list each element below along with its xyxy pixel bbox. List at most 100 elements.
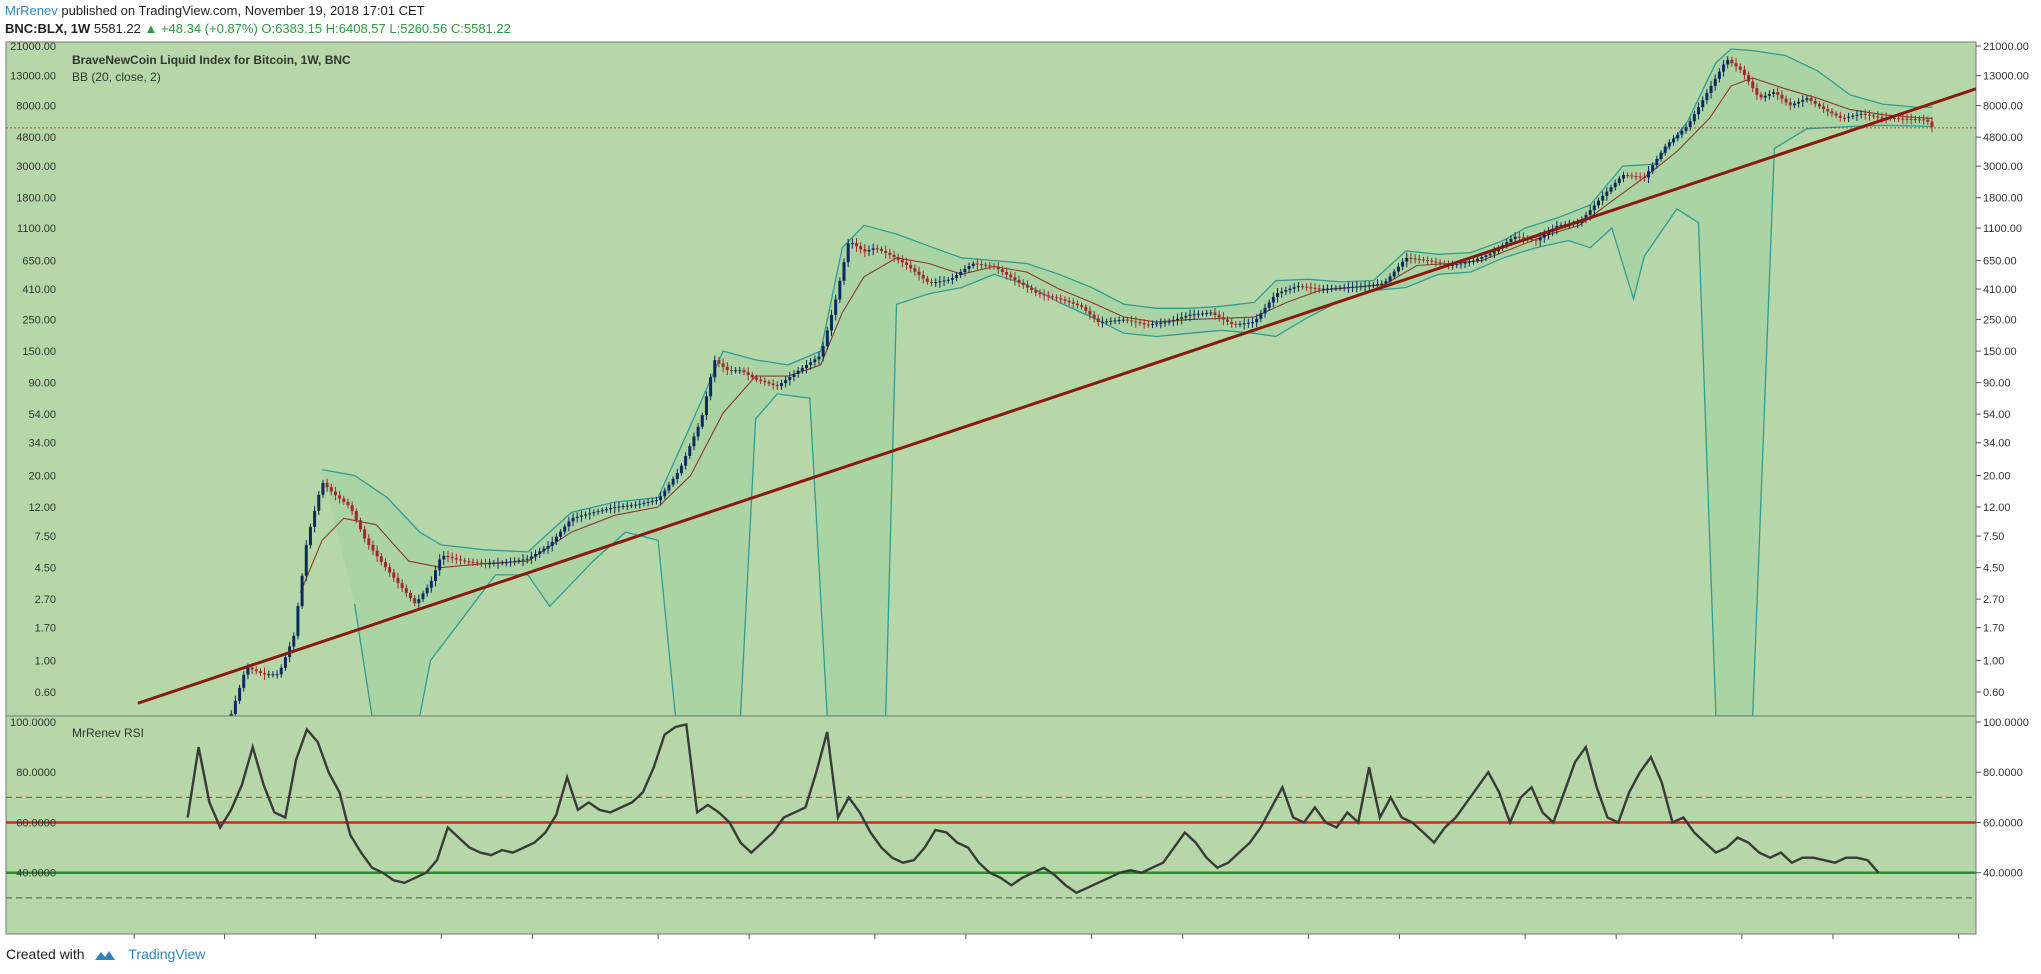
- candle-body: [988, 265, 992, 267]
- candle-body: [450, 557, 454, 559]
- price-tick-right: 20.00: [1983, 471, 2011, 483]
- candle-body: [1105, 321, 1109, 323]
- candle-body: [1667, 142, 1671, 147]
- rsi-panel[interactable]: [5, 715, 1977, 935]
- candle-body: [1080, 305, 1084, 308]
- candle-body: [388, 567, 392, 573]
- candle-body: [1150, 323, 1154, 325]
- candle-body: [1822, 106, 1826, 110]
- chart-canvas[interactable]: 21000.00 13000.00 8000.00 4800.00 3000.00 180…: [0, 40, 2041, 940]
- candle-body: [525, 558, 529, 560]
- price-tick-left: 650.00: [22, 256, 56, 268]
- candle-body: [900, 259, 904, 263]
- candle-body: [400, 583, 404, 589]
- price-tick-left: 3000.00: [16, 161, 56, 173]
- candle-body: [1217, 314, 1221, 318]
- candle-body: [846, 243, 850, 263]
- candle-body: [454, 558, 458, 560]
- indicator-label: BB (20, close, 2): [72, 70, 161, 84]
- candle-body: [559, 531, 563, 537]
- price-tick-left: 1.70: [35, 623, 56, 635]
- candle-body: [1751, 81, 1755, 89]
- candle-body: [267, 674, 271, 676]
- candle-body: [1601, 195, 1605, 201]
- candle-body: [1388, 276, 1392, 282]
- candle-body: [246, 667, 250, 675]
- candle-body: [1805, 98, 1809, 101]
- candle-body: [1642, 176, 1646, 178]
- created-with-label: Created with: [6, 946, 85, 962]
- candle-body: [1263, 307, 1267, 314]
- candle-body: [367, 538, 371, 545]
- author-name[interactable]: MrRenev: [5, 3, 58, 18]
- candle-body: [1392, 271, 1396, 277]
- candle-body: [1813, 101, 1817, 104]
- candle-body: [258, 671, 262, 673]
- candle-body: [554, 536, 558, 542]
- candle-body: [238, 687, 242, 701]
- price-tick-left: 250.00: [22, 315, 56, 327]
- candle-body: [1063, 299, 1067, 301]
- candle-body: [463, 560, 467, 562]
- rsi-line: [186, 723, 1880, 895]
- candle-body: [1413, 258, 1417, 260]
- candle-body: [242, 674, 246, 688]
- price-tick-right: 12.00: [1983, 502, 2011, 514]
- candle-body: [767, 382, 771, 384]
- candle-body: [363, 529, 367, 539]
- overlay-lines: [6, 87, 1976, 705]
- candle-body: [383, 561, 387, 568]
- candle-body: [1180, 317, 1184, 319]
- candle-body: [1384, 281, 1388, 284]
- candle-body: [1396, 266, 1400, 272]
- candle-body: [1255, 318, 1259, 323]
- candle-body: [467, 561, 471, 563]
- candle-body: [850, 243, 854, 245]
- candle-body: [413, 598, 417, 604]
- candle-body: [1847, 116, 1851, 118]
- candle-body: [1638, 176, 1642, 178]
- candle-body: [934, 282, 938, 284]
- candle-body: [963, 268, 967, 272]
- candle-body: [1009, 274, 1013, 278]
- candle-body: [429, 580, 433, 588]
- price-panel[interactable]: [5, 41, 1977, 717]
- candle-body: [1226, 319, 1230, 322]
- candle-body: [779, 383, 783, 387]
- candle-body: [592, 512, 596, 514]
- candle-body: [1259, 313, 1263, 319]
- candle-body: [317, 494, 321, 511]
- candle-body: [1038, 292, 1042, 295]
- candle-body: [942, 280, 946, 282]
- candle-body: [1851, 115, 1855, 117]
- symbol: BNC:BLX, 1W: [5, 21, 91, 36]
- candle-body: [313, 510, 317, 527]
- candle-body: [550, 541, 554, 546]
- ohlc-low: L:5260.56: [389, 21, 448, 36]
- candle-body: [1747, 74, 1751, 82]
- tradingview-link[interactable]: TradingView: [128, 946, 206, 962]
- candle-body: [1722, 64, 1726, 72]
- rsi-tick-right: 80.0000: [1983, 767, 2023, 779]
- candle-body: [579, 515, 583, 517]
- candle-body: [1113, 320, 1117, 322]
- candle-body: [358, 520, 362, 530]
- candle-body: [1021, 282, 1025, 286]
- candle-body: [1630, 175, 1634, 177]
- candle-body: [700, 415, 704, 427]
- candle-body: [1246, 322, 1250, 324]
- rsi-tick-right: 60.0000: [1983, 817, 2023, 829]
- candle-body: [863, 249, 867, 252]
- candle-body: [1826, 109, 1830, 112]
- candle-body: [392, 572, 396, 578]
- candle-body: [596, 511, 600, 513]
- candle-body: [1175, 318, 1179, 321]
- candle-body: [892, 254, 896, 258]
- price-tick-right: 410.00: [1983, 284, 2017, 296]
- candle-body: [1697, 107, 1701, 115]
- candle-body: [813, 359, 817, 363]
- candle-body: [946, 279, 950, 281]
- candle-body: [1271, 296, 1275, 303]
- candle-body: [830, 314, 834, 331]
- candle-body: [971, 263, 975, 266]
